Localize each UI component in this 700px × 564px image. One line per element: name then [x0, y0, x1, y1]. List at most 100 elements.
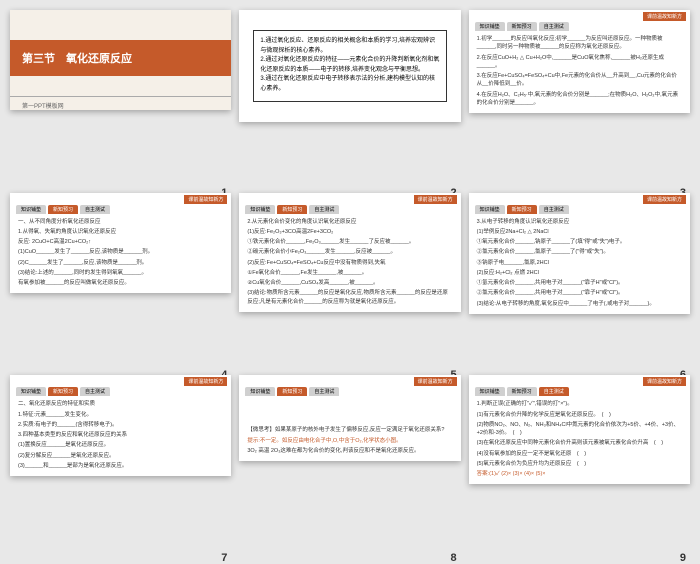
- heading: 3.从电子转移的角度认识氧化还原反应: [477, 218, 682, 226]
- tabs: 知识铺垫 新知预习 自主测试: [475, 387, 690, 396]
- line: (3)结论:从电子转移的角度,氧化反应中______了电子(,或电子对_____…: [477, 300, 682, 308]
- content: 二、氧化还原反应的特征和实质 1.特征:元素______发生变化。 2.实质:有…: [10, 396, 231, 476]
- line: ①铁元素化合价______,Fe₂O₃______发生______了反应被___…: [247, 238, 452, 246]
- tab-right: 课前温故知新方: [643, 195, 686, 204]
- slide-4: 课前温故知新方 知识铺垫 新知预习 自主测试 一、从不同角度分析氧化还原反应 1…: [10, 193, 231, 294]
- tab-1[interactable]: 知识铺垫: [16, 205, 46, 214]
- tab-right: 课前温故知新方: [414, 195, 457, 204]
- line: (3)结论:物质所含元素______的反应是氧化反应,物质所含元素______的…: [247, 289, 452, 306]
- tab-right: 课前温故知新方: [414, 377, 457, 386]
- tab-2[interactable]: 新知预习: [48, 387, 78, 396]
- slide-grid: 第三节 氧化还原反应 第一PPT模板网 1 1.通过氧化反应、还原反应的相关概念…: [0, 0, 700, 560]
- slide-9-wrap: 课前温故知新方 知识铺垫 新知预习 自主测试 1.判断正误(正确的打"✓",错误…: [469, 375, 690, 550]
- tabs: 知识铺垫 新知预习 自主测试: [16, 205, 231, 214]
- line: (2)反应:H₂+Cl₂ 点燃 2HCl: [477, 269, 682, 277]
- page-num: 7: [221, 552, 227, 564]
- tab-3[interactable]: 自主测试: [539, 387, 569, 396]
- tab-3[interactable]: 自主测试: [80, 387, 110, 396]
- slide-5: 课前温故知新方 知识铺垫 新知预习 自主测试 2.从元素化合价变化的角度认识氧化…: [239, 193, 460, 312]
- tabs: 知识铺垫 新知预习 自主测试: [475, 22, 690, 31]
- line: (2)C______发生了______,反应,该物质是______剂。: [18, 259, 223, 267]
- line: 3O₂ 高温 2O₃这难在都为化合价的变化,判该反应和不是氧化还原反应。: [247, 447, 452, 455]
- tab-3[interactable]: 自主测试: [309, 205, 339, 214]
- line: 2.在反应CuO+H₂ △ Cu+H₂O中,______是CuO氧化焦称,___…: [477, 54, 682, 71]
- tab-2[interactable]: 新知预习: [507, 22, 537, 31]
- tab-3[interactable]: 自主测试: [539, 22, 569, 31]
- line: ①Fe氧化合价______,Fe发生______,被______。: [247, 269, 452, 277]
- slide-8-wrap: 课前温故知新方 知识铺垫 新知预习 自主测试 【微思考】如果某原子的核外电子发生…: [239, 375, 460, 550]
- line: ②Cu氧化合价______,CuSO₄发高______,被______。: [247, 279, 452, 287]
- line: ②氯元素化合价______,氯原子______了("得"或"失")。: [477, 248, 682, 256]
- line: (3)在氧化还原反应中同种元素化合价升高则该元素被氧元素化合价升高 ( ): [477, 439, 682, 447]
- slide-3-wrap: 课前温故知新方 知识铺垫 新知预习 自主测试 1.初学______的反应叫氧化反…: [469, 10, 690, 185]
- tab-3[interactable]: 自主测试: [309, 387, 339, 396]
- heading: 一、从不同角度分析氧化还原反应: [18, 218, 223, 226]
- sub: 1.从得氧、失氧的角度认识氧化还原反应: [18, 228, 223, 236]
- line: ③钠原子电______,氯原,2HCl: [477, 259, 682, 267]
- tab-1[interactable]: 知识铺垫: [475, 22, 505, 31]
- tab-right: 课前温故知新方: [184, 195, 227, 204]
- tab-right: 课前温故知新方: [643, 12, 686, 21]
- slide-6-wrap: 课前温故知新方 知识铺垫 新知预习 自主测试 3.从电子转移的角度认识氧化还原反…: [469, 193, 690, 368]
- line: 3.四种基本类型的反应和氧化还原反应的关系: [18, 431, 223, 439]
- tab-1[interactable]: 知识铺垫: [475, 205, 505, 214]
- line: (4)没有氧参加的反应一定不是氧化还原 ( ): [477, 450, 682, 458]
- line: (3)结论:上述的______,同时的发生得到氧氧______。: [18, 269, 223, 277]
- line: (1)有元素化合价升降的化学反应是氧化还原反应。 ( ): [477, 411, 682, 419]
- slide-3: 课前温故知新方 知识铺垫 新知预习 自主测试 1.初学______的反应叫氧化反…: [469, 10, 690, 113]
- tab-2[interactable]: 新知预习: [277, 387, 307, 396]
- tab-1[interactable]: 知识铺垫: [245, 387, 275, 396]
- tab-1[interactable]: 知识铺垫: [475, 387, 505, 396]
- line: 2.实质:有电子的______(含得转移电子)。: [18, 421, 223, 429]
- line: (1)CuO______发生了______反应,该物质是______剂。: [18, 248, 223, 256]
- heading: 2.从元素化合价变化的角度认识氧化还原反应: [247, 218, 452, 226]
- slide-2: 1.通过氧化反应、还原反应的相关概念和本质的学习,培养宏观辨识与微观探析的核心素…: [239, 10, 460, 122]
- heading: 【微思考】如果某原子的核外电子发生了偏移反应,反应一定满足于氧化还原关系?: [247, 426, 452, 434]
- tab-3[interactable]: 自主测试: [80, 205, 110, 214]
- heading: 1.判断正误(正确的打"✓",错误的打"×")。: [477, 400, 682, 408]
- tab-1[interactable]: 知识铺垫: [16, 387, 46, 396]
- hint-line: 提示:不一定。如反应由电化合子中,O,中含于O₂,化学状态小图。: [247, 437, 452, 445]
- tab-3[interactable]: 自主测试: [539, 205, 569, 214]
- content: 一、从不同角度分析氧化还原反应 1.从得氧、失氧的角度认识氧化还原反应 反应: …: [10, 214, 231, 294]
- line: ①氢元素化合价______,共用电子对______("靠子H"或"Cl")。: [477, 279, 682, 287]
- line: (3)______和______是部为是氧化还原反应。: [18, 462, 223, 470]
- line: 1.初学______的反应叫氧化反应;初学______为反应叫还原反应。一种物质…: [477, 35, 682, 52]
- tab-right: 课前温故知新方: [643, 377, 686, 386]
- eq: (1)反应:Fe₂O₃+3CO高温2Fe+3CO₂: [247, 228, 452, 236]
- line: (1)置换反应______是氧化还原反应。: [18, 441, 223, 449]
- tab-1[interactable]: 知识铺垫: [245, 205, 275, 214]
- obj-3: 3.通过在氧化还原反应中电子转移表示法的分析,建构模型认知的核心素养。: [260, 75, 439, 94]
- tabs: 知识铺垫 新知预习 自主测试: [16, 387, 231, 396]
- slide-4-wrap: 课前温故知新方 知识铺垫 新知预习 自主测试 一、从不同角度分析氧化还原反应 1…: [10, 193, 231, 368]
- title-band: 第三节 氧化还原反应: [10, 40, 231, 76]
- content: 【微思考】如果某原子的核外电子发生了偏移反应,反应一定满足于氧化还原关系? 提示…: [239, 396, 460, 461]
- slide-7: 课前温故知新方 知识铺垫 新知预习 自主测试 二、氧化还原反应的特征和实质 1.…: [10, 375, 231, 476]
- eq: 反应: 2CuO+C高温2Cu+CO₂↑: [18, 238, 223, 246]
- answer-line: 答案:(1)✓ (2)× (3)× (4)× (5)×: [477, 470, 682, 478]
- slide-7-wrap: 课前温故知新方 知识铺垫 新知预习 自主测试 二、氧化还原反应的特征和实质 1.…: [10, 375, 231, 550]
- content: 2.从元素化合价变化的角度认识氧化还原反应 (1)反应:Fe₂O₃+3CO高温2…: [239, 214, 460, 312]
- eq: (1)举例反应2Na+Cl₂ △ 2NaCl: [477, 228, 682, 236]
- obj-2: 2.通过对氧化还原反应的特征——元素化合价的升降判断氧化剂和氧化还原反应的本质—…: [260, 56, 439, 75]
- footer-text: 第一PPT模板网: [10, 96, 231, 110]
- tab-2[interactable]: 新知预习: [507, 205, 537, 214]
- line: ①氧元素化合价______,钠原子______了(填"得"或"失")电子。: [477, 238, 682, 246]
- line: 有氧参加被______的反应叫做氧化还原反应。: [18, 279, 223, 287]
- objectives-box: 1.通过氧化反应、还原反应的相关概念和本质的学习,培养宏观辨识与微观探析的核心素…: [253, 30, 446, 102]
- content: 1.初学______的反应叫氧化反应;初学______为反应叫还原反应。一种物质…: [469, 31, 690, 113]
- tabs: 知识铺垫 新知预习 自主测试: [475, 205, 690, 214]
- slide-9: 课前温故知新方 知识铺垫 新知预习 自主测试 1.判断正误(正确的打"✓",错误…: [469, 375, 690, 484]
- line: ②碳元素化合价小Fe₂O₃______发生______,反应被______。: [247, 248, 452, 256]
- tab-right: 课前温故知新方: [184, 377, 227, 386]
- tab-2[interactable]: 新知预习: [277, 205, 307, 214]
- tabs: 知识铺垫 新知预习 自主测试: [245, 387, 460, 396]
- page-num: 9: [680, 552, 686, 564]
- tab-2[interactable]: 新知预习: [507, 387, 537, 396]
- line: 3.在反应Fe+CuSO₄=FeSO₄+Cu中,Fe元素的化合价从__升高到__…: [477, 72, 682, 89]
- line: ②氯元素化合价______,共用电子对______("靠子H"或"Cl")。: [477, 289, 682, 297]
- tab-2[interactable]: 新知预习: [48, 205, 78, 214]
- slide-8: 课前温故知新方 知识铺垫 新知预习 自主测试 【微思考】如果某原子的核外电子发生…: [239, 375, 460, 461]
- line: (5)氧元素化合价为负应升均为还原反应 ( ): [477, 460, 682, 468]
- heading: 二、氧化还原反应的特征和实质: [18, 400, 223, 408]
